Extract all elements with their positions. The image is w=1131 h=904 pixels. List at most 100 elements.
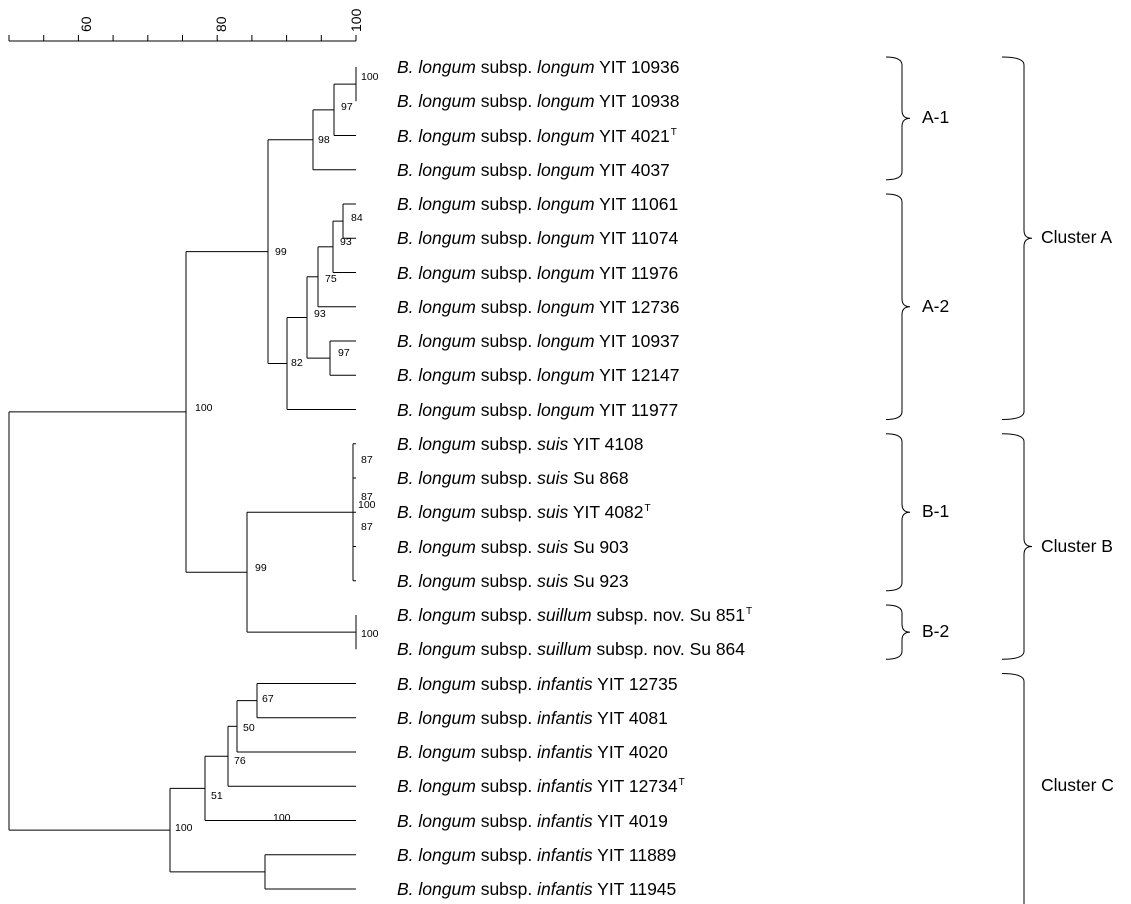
strain-species: longum <box>418 125 476 146</box>
strain-subsp: suis <box>537 570 569 591</box>
strain-subsp-word: subsp. <box>480 468 533 488</box>
strain-label: B. longum subsp. longum YIT 4021T <box>397 121 677 151</box>
strain-species: longum <box>418 468 476 488</box>
strain-label: B. longum subsp. suillum subsp. nov. Su … <box>397 634 745 664</box>
node-support-value: 50 <box>243 722 255 734</box>
strain-genus: B. <box>397 844 414 865</box>
strain-subsp-word: subsp. <box>480 433 533 454</box>
strain-genus: B. <box>397 605 414 625</box>
strain-label: B. longum subsp. suis Su 903 <box>397 532 629 562</box>
strain-genus: B. <box>397 433 414 454</box>
strain-label: B. longum subsp. suis Su 923 <box>397 566 629 596</box>
strain-strain: Su 864 <box>689 639 746 660</box>
strain-strain: YIT 12147 <box>599 365 680 386</box>
strain-subsp: longum <box>537 159 595 180</box>
strain-genus: B. <box>397 570 414 591</box>
strain-subsp: infantis <box>537 707 593 728</box>
strain-species: longum <box>418 742 476 762</box>
strain-strain: Su 923 <box>573 570 629 591</box>
strain-species: longum <box>418 605 476 625</box>
node-support-value: 100 <box>361 628 379 640</box>
strain-species: longum <box>418 57 476 77</box>
cluster-bracket <box>1001 56 1033 420</box>
node-support-value: 87 <box>361 521 373 533</box>
strain-genus: B. <box>397 810 414 831</box>
strain-genus: B. <box>397 742 414 762</box>
scale-tick-label: 60 <box>78 16 94 32</box>
cluster-bracket <box>1001 433 1033 660</box>
strain-label: B. longum subsp. suis YIT 4108 <box>397 429 644 459</box>
strain-subsp: infantis <box>537 742 593 762</box>
node-support-value: 99 <box>255 562 267 574</box>
strain-strain: Su 903 <box>573 536 629 557</box>
strain-species: longum <box>418 502 476 523</box>
strain-genus: B. <box>397 536 414 557</box>
strain-strain: YIT 12736 <box>599 296 680 317</box>
strain-strain: YIT 11977 <box>599 399 679 420</box>
strain-type-mark: T <box>644 503 651 515</box>
strain-strain: YIT 4020 <box>597 742 668 762</box>
strain-genus: B. <box>397 228 414 249</box>
strain-genus: B. <box>397 262 414 283</box>
strain-subsp-word: subsp. <box>480 844 533 865</box>
strain-species: longum <box>418 262 476 283</box>
strain-subsp-word: subsp. <box>480 605 533 625</box>
strain-label: B. longum subsp. infantis YIT 12734T <box>397 771 685 801</box>
strain-subsp-word: subsp. <box>480 194 533 214</box>
strain-strain: YIT 4021 <box>599 125 670 146</box>
subcluster-bracket <box>885 56 911 181</box>
strain-label: B. longum subsp. longum YIT 12147 <box>397 360 680 390</box>
node-support-value: 99 <box>275 246 287 258</box>
cluster-bracket <box>1001 673 1025 904</box>
strain-strain: YIT 11061 <box>599 194 679 214</box>
strain-subsp-word: subsp. <box>480 159 533 180</box>
strain-type-mark: T <box>678 777 685 789</box>
node-support-value: 75 <box>325 273 337 285</box>
strain-strain: YIT 12735 <box>597 673 678 694</box>
strain-genus: B. <box>397 399 414 420</box>
strain-genus: B. <box>397 468 414 488</box>
scale-tick-label: 100 <box>348 8 364 32</box>
scale-tick-label: 80 <box>213 16 229 32</box>
strain-subsp: suillum <box>537 605 592 625</box>
strain-subsp: longum <box>537 228 595 249</box>
strain-genus: B. <box>397 673 414 694</box>
node-support-value: 93 <box>340 236 352 248</box>
strain-subsp-word: subsp. <box>480 228 533 249</box>
strain-subsp: longum <box>537 399 595 420</box>
strain-strain: YIT 10938 <box>599 91 680 112</box>
strain-label: B. longum subsp. infantis YIT 12735 <box>397 669 678 699</box>
strain-subsp-word: subsp. <box>480 331 533 351</box>
strain-genus: B. <box>397 194 414 214</box>
strain-subsp: longum <box>537 331 595 351</box>
node-support-value: 100 <box>361 71 379 83</box>
strain-subsp-word: subsp. <box>480 399 533 420</box>
strain-species: longum <box>418 673 476 694</box>
strain-extra: subsp. nov. <box>596 639 685 660</box>
node-support-value: 93 <box>314 308 326 320</box>
strain-type-mark: T <box>746 606 753 617</box>
strain-genus: B. <box>397 159 414 180</box>
strain-subsp: longum <box>537 91 595 112</box>
strain-species: longum <box>418 91 476 112</box>
node-support-value: 97 <box>338 347 350 359</box>
strain-subsp-word: subsp. <box>480 91 533 112</box>
node-support-value: 51 <box>211 790 223 802</box>
strain-subsp-word: subsp. <box>480 570 533 591</box>
strain-species: longum <box>418 159 476 180</box>
strain-subsp: infantis <box>537 810 593 831</box>
strain-strain: YIT 12734 <box>597 776 678 797</box>
strain-species: longum <box>418 776 476 797</box>
strain-species: longum <box>418 844 476 865</box>
strain-genus: B. <box>397 365 414 386</box>
subcluster-bracket <box>885 433 911 592</box>
node-support-value: 84 <box>351 212 363 224</box>
strain-species: longum <box>418 639 476 660</box>
strain-label: B. longum subsp. longum YIT 11074 <box>397 223 678 253</box>
strain-genus: B. <box>397 502 414 523</box>
node-support-value: 100 <box>195 402 213 414</box>
strain-subsp: infantis <box>537 844 593 865</box>
strain-species: longum <box>418 331 476 351</box>
strain-genus: B. <box>397 879 414 899</box>
